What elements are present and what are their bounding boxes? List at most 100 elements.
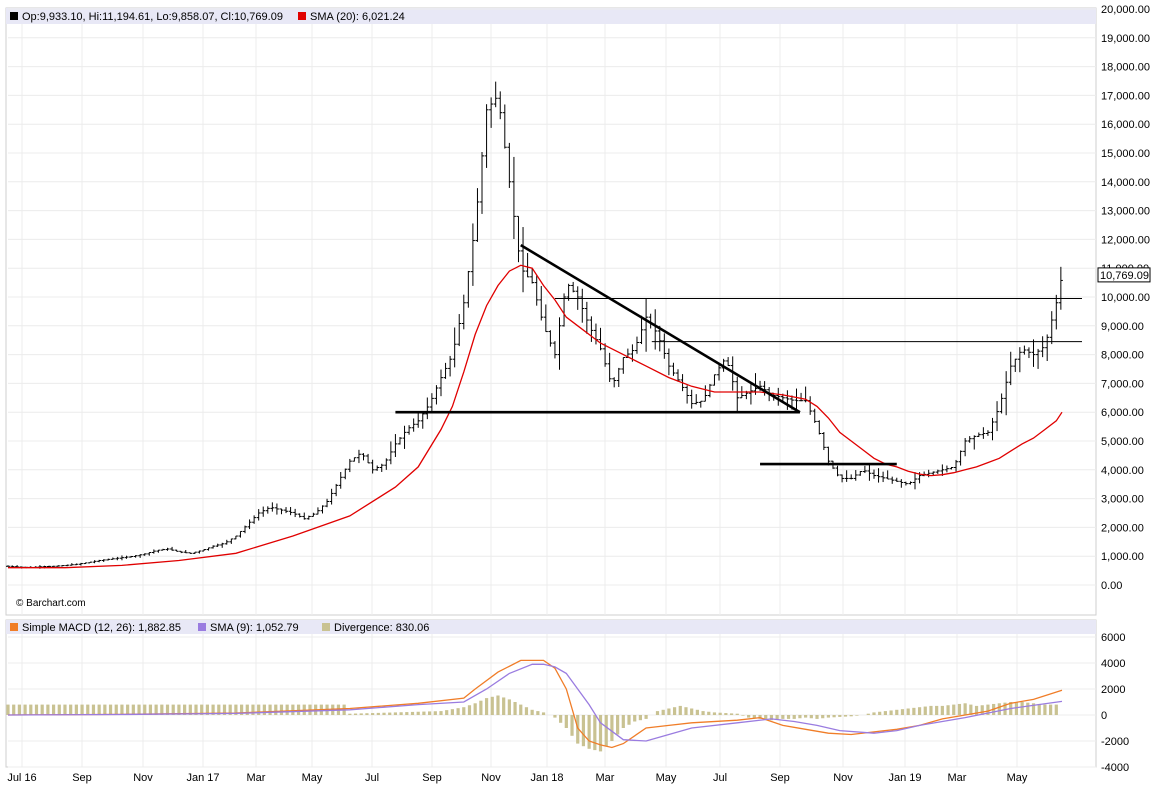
divergence-bar: [148, 704, 153, 715]
price-bar: [83, 562, 88, 565]
divergence-bar: [536, 711, 540, 715]
divergence-bar: [1014, 702, 1019, 715]
price-bar: [402, 425, 407, 449]
price-bar: [448, 355, 453, 377]
divergence-bar: [103, 704, 107, 715]
price-bar: [858, 471, 863, 476]
divergence-bar: [222, 704, 227, 715]
divergence-bar: [496, 695, 500, 715]
divergence-bar: [388, 712, 392, 715]
divergence-bar: [718, 712, 722, 715]
divergence-bar: [986, 704, 990, 715]
divergence-bar: [245, 704, 249, 715]
price-bar: [138, 554, 143, 558]
price-bar: [370, 459, 375, 474]
divergence-bar: [866, 713, 870, 715]
y-tick-label: 20,000.00: [1101, 4, 1150, 16]
x-tick-label: May: [302, 772, 323, 784]
divergence-bar: [672, 707, 677, 715]
divergence-bar: [747, 715, 751, 718]
macd-legend-bar: [6, 620, 1096, 634]
divergence-bar: [484, 698, 489, 715]
divergence-bar: [416, 711, 420, 715]
divergence-bar: [359, 713, 363, 715]
sma-legend-swatch: [298, 12, 306, 20]
price-bar: [1004, 371, 1009, 416]
divergence-bar: [137, 704, 141, 715]
price-bar: [995, 401, 1000, 432]
divergence-bar: [883, 711, 887, 715]
divergence-bar: [177, 704, 181, 715]
divergence-bar: [467, 705, 472, 715]
divergence-bar: [91, 704, 96, 715]
price-bar: [174, 549, 179, 552]
divergence-bar: [997, 703, 1001, 715]
divergence-bar: [143, 704, 147, 715]
x-tick-label: Nov: [481, 772, 501, 784]
price-bars: [6, 81, 1063, 569]
price-bar: [954, 459, 959, 472]
price-bar: [201, 549, 206, 552]
divergence-bar: [12, 704, 16, 715]
divergence-bar: [587, 715, 591, 749]
y-tick-label: 4,000.00: [1101, 465, 1144, 477]
price-bar: [1008, 351, 1013, 386]
main-legend-bar: [6, 8, 1096, 24]
x-tick-label: Sep: [770, 772, 790, 784]
divergence-bar: [912, 707, 916, 715]
price-bar: [717, 362, 722, 381]
price-bar: [165, 547, 170, 551]
divergence-bar: [570, 715, 574, 736]
divergence-bar: [678, 705, 682, 715]
divergence-bar: [826, 715, 831, 718]
divergence-bar: [433, 711, 437, 715]
divergence-bar: [285, 704, 289, 715]
divergence-bar: [690, 708, 694, 715]
price-bar: [261, 506, 266, 517]
divergence-bar: [940, 705, 944, 715]
x-tick-label: Jan 17: [186, 772, 219, 784]
divergence-bar: [234, 704, 238, 715]
x-tick-label: Jan 19: [888, 772, 921, 784]
divergence-bar: [279, 704, 284, 715]
divergence-bar: [786, 715, 791, 719]
divergence-bar: [154, 704, 158, 715]
price-bar: [926, 469, 931, 478]
divergence-bar: [257, 704, 261, 715]
price-bar: [170, 546, 175, 551]
divergence-bar: [1003, 702, 1007, 715]
x-tick-label: Mar: [596, 772, 615, 784]
price-bar: [835, 465, 840, 477]
divergence-bar: [348, 713, 352, 715]
divergence-bar: [741, 715, 745, 716]
price-bar: [890, 476, 895, 484]
price-bar: [407, 425, 412, 435]
x-tick-label: Mar: [247, 772, 266, 784]
price-bar: [730, 356, 735, 391]
main-panel: [5, 7, 1097, 616]
divergence-bar: [51, 704, 56, 715]
divergence-bar: [456, 708, 460, 715]
y-tick-label: 8,000.00: [1101, 350, 1144, 362]
sma-legend: SMA (20): 6,021.24: [310, 11, 405, 23]
divergence-bar: [296, 704, 301, 715]
divergence-bar: [906, 708, 910, 715]
y-tick-label: 0.00: [1101, 580, 1122, 592]
price-bar: [434, 385, 439, 405]
divergence-bar: [923, 706, 927, 715]
price-bar: [521, 227, 526, 293]
price-bar: [776, 387, 781, 406]
divergence-bar: [63, 704, 67, 715]
price-bar: [489, 97, 494, 128]
divergence-bars: [6, 695, 1058, 752]
y-tick-label: 15,000.00: [1101, 148, 1150, 160]
price-bar: [238, 530, 243, 538]
sma-line: [8, 264, 1063, 569]
price-bar: [302, 512, 307, 520]
divergence-bar: [1037, 703, 1041, 715]
divergence-bar: [382, 712, 386, 715]
divergence-bar: [707, 711, 711, 715]
x-tick-label: Jul 16: [7, 772, 36, 784]
price-bar: [475, 188, 480, 242]
price-bar: [885, 470, 890, 480]
